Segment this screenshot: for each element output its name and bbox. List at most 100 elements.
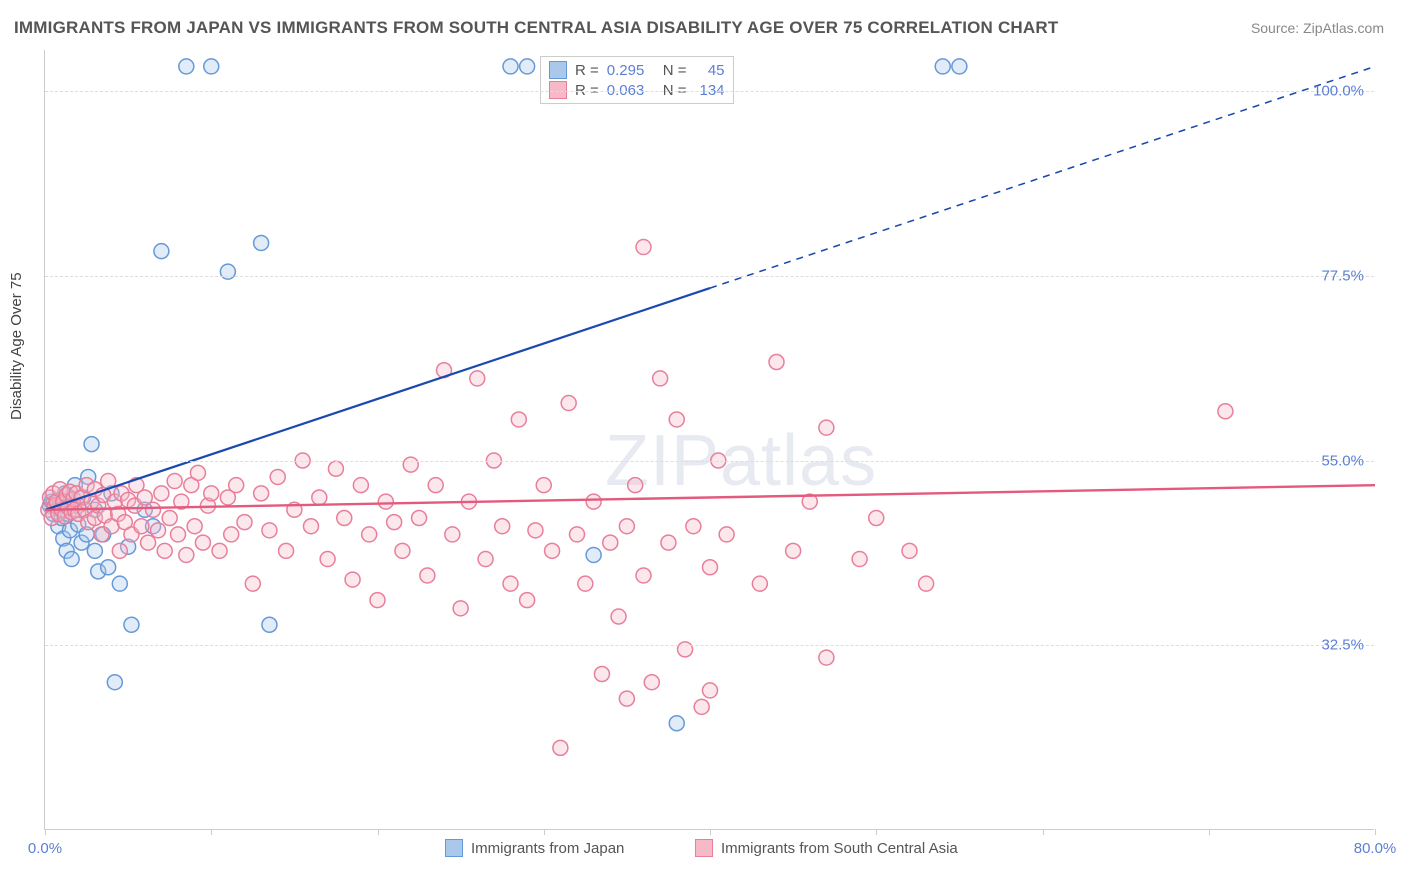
data-point: [387, 515, 402, 530]
gridline: [45, 276, 1374, 277]
data-point: [528, 523, 543, 538]
data-point: [212, 543, 227, 558]
x-tick: [1375, 829, 1376, 835]
data-point: [453, 601, 468, 616]
data-point: [511, 412, 526, 427]
data-point: [403, 457, 418, 472]
data-point: [112, 576, 127, 591]
gridline: [45, 645, 1374, 646]
swatch-series-1: [549, 81, 567, 99]
data-point: [628, 478, 643, 493]
x-tick-label: 0.0%: [28, 840, 62, 857]
data-point: [345, 572, 360, 587]
data-point: [661, 535, 676, 550]
data-point: [154, 244, 169, 259]
data-point: [653, 371, 668, 386]
data-point: [470, 371, 485, 386]
data-point: [769, 355, 784, 370]
y-tick-label: 55.0%: [1321, 452, 1364, 469]
data-point: [1218, 404, 1233, 419]
data-point: [719, 527, 734, 542]
data-point: [378, 494, 393, 509]
data-point: [107, 675, 122, 690]
n-value-0: 45: [695, 62, 725, 79]
stats-legend-row: R = 0.063 N = 134: [549, 81, 725, 99]
data-point: [619, 691, 634, 706]
data-point: [204, 59, 219, 74]
plot-area: ZIPatlas R = 0.295 N = 45 R = 0.063 N = …: [44, 50, 1374, 830]
x-tick: [876, 829, 877, 835]
trend-line: [45, 288, 710, 510]
x-tick-label: 80.0%: [1354, 840, 1397, 857]
data-point: [536, 478, 551, 493]
swatch-series-1: [695, 839, 713, 857]
data-point: [220, 264, 235, 279]
data-point: [270, 469, 285, 484]
data-point: [146, 502, 161, 517]
data-point: [179, 547, 194, 562]
data-point: [320, 552, 335, 567]
x-tick: [211, 829, 212, 835]
data-point: [586, 494, 601, 509]
data-point: [520, 59, 535, 74]
chart-title: IMMIGRANTS FROM JAPAN VS IMMIGRANTS FROM…: [14, 18, 1058, 38]
data-point: [636, 240, 651, 255]
data-point: [752, 576, 767, 591]
x-tick: [544, 829, 545, 835]
data-point: [162, 511, 177, 526]
data-point: [304, 519, 319, 534]
data-point: [328, 461, 343, 476]
data-point: [669, 412, 684, 427]
data-point: [952, 59, 967, 74]
data-point: [636, 568, 651, 583]
gridline: [45, 461, 1374, 462]
data-point: [190, 465, 205, 480]
data-point: [134, 519, 149, 534]
data-point: [545, 543, 560, 558]
data-point: [262, 617, 277, 632]
data-point: [395, 543, 410, 558]
bottom-legend-0: Immigrants from Japan: [445, 839, 624, 857]
data-point: [603, 535, 618, 550]
swatch-series-0: [549, 61, 567, 79]
x-tick: [1043, 829, 1044, 835]
data-point: [478, 552, 493, 567]
r-value-1: 0.063: [607, 82, 655, 99]
trend-line: [45, 485, 1375, 510]
data-point: [819, 420, 834, 435]
data-point: [611, 609, 626, 624]
data-point: [87, 543, 102, 558]
data-point: [224, 527, 239, 542]
r-label: R =: [575, 82, 599, 99]
data-point: [312, 490, 327, 505]
gridline: [45, 91, 1374, 92]
x-tick: [45, 829, 46, 835]
data-point: [171, 527, 186, 542]
data-point: [786, 543, 801, 558]
data-point: [179, 59, 194, 74]
data-point: [561, 396, 576, 411]
data-point: [503, 576, 518, 591]
data-point: [594, 667, 609, 682]
data-point: [157, 543, 172, 558]
data-point: [520, 593, 535, 608]
data-point: [337, 511, 352, 526]
data-point: [370, 593, 385, 608]
data-point: [703, 683, 718, 698]
data-point: [64, 552, 79, 567]
data-point: [204, 486, 219, 501]
data-point: [428, 478, 443, 493]
data-point: [362, 527, 377, 542]
data-point: [644, 675, 659, 690]
data-point: [167, 474, 182, 489]
r-label: R =: [575, 62, 599, 79]
x-tick: [378, 829, 379, 835]
bottom-legend-1: Immigrants from South Central Asia: [695, 839, 958, 857]
source-attribution: Source: ZipAtlas.com: [1251, 20, 1384, 36]
data-point: [412, 511, 427, 526]
trend-line-extrapolated: [710, 66, 1375, 288]
data-point: [254, 235, 269, 250]
data-point: [669, 716, 684, 731]
y-tick-label: 77.5%: [1321, 267, 1364, 284]
n-label: N =: [663, 62, 687, 79]
